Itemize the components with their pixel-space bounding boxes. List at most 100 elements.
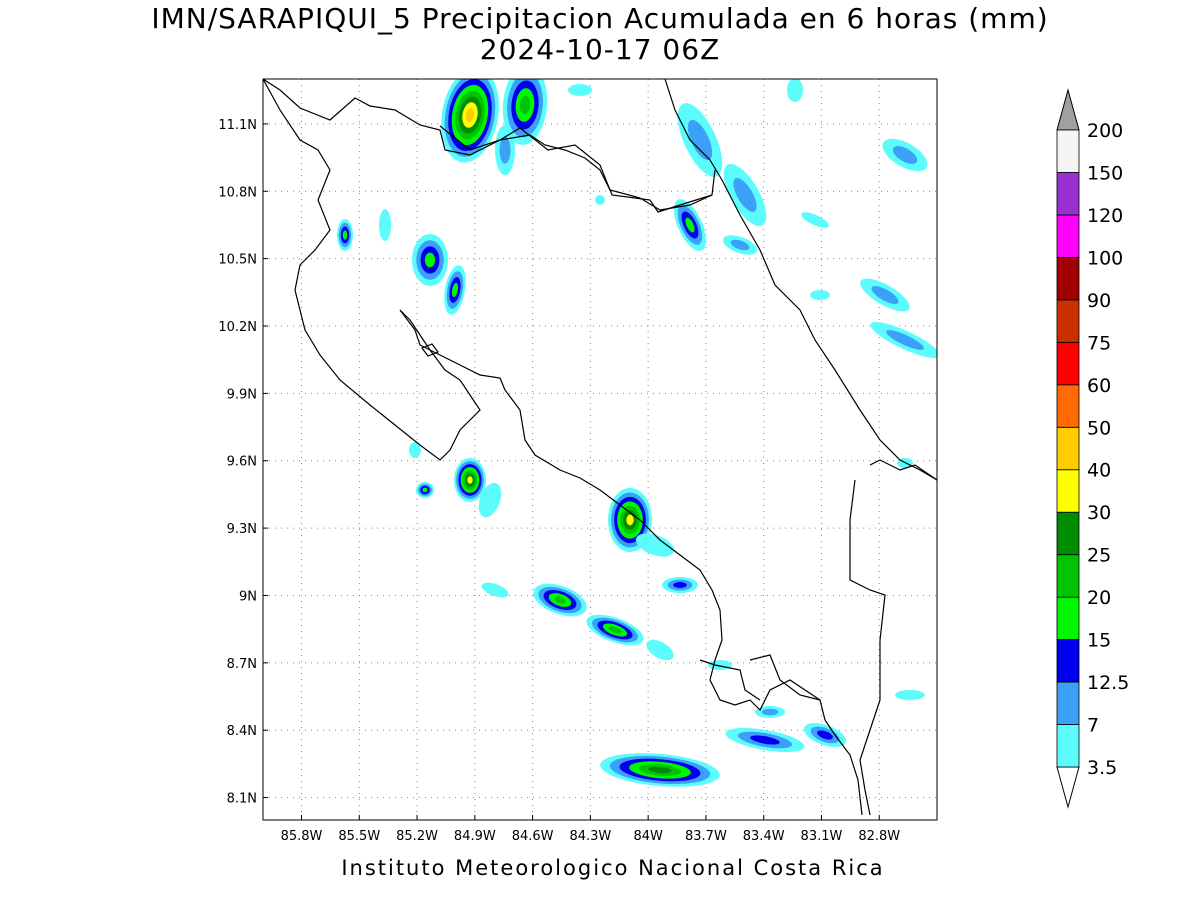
- latitude-labels: 11.1N 10.8N 10.5N 10.2N 9.9N 9.6N 9.3N 9N 8.7N 8.…: [218, 118, 257, 807]
- colorbar-label: 60: [1087, 375, 1111, 397]
- colorbar-swatch: [1056, 299, 1080, 343]
- colorbar-label: 120: [1087, 205, 1123, 227]
- colorbar-label: 20: [1087, 587, 1111, 609]
- colorbar-swatch: [1056, 681, 1080, 725]
- colorbar-label: 150: [1087, 162, 1123, 184]
- precip-contour: [595, 195, 605, 205]
- colorbar-label: 12.5: [1087, 672, 1129, 694]
- colorbar-label: 40: [1087, 460, 1111, 482]
- precip-contour: [787, 79, 803, 102]
- precip-contour: [519, 95, 531, 115]
- lat-tick-label: 11.1N: [218, 118, 257, 133]
- precip-contour: [687, 119, 713, 161]
- map-frame: [262, 78, 938, 821]
- nicaragua-border: [439, 125, 713, 213]
- colorbar-label: 3.5: [1087, 757, 1117, 779]
- precip-contour: [379, 209, 391, 241]
- precip-contour: [626, 514, 634, 526]
- lat-tick-label: 8.7N: [227, 657, 257, 672]
- colorbar-label: 15: [1087, 630, 1111, 652]
- colorbar-label: 30: [1087, 502, 1111, 524]
- precip-contour: [635, 533, 675, 557]
- colorbar-swatch: [1056, 639, 1080, 683]
- lon-tick-label: 84.9W: [454, 829, 496, 844]
- lon-tick-label: 82.8W: [858, 829, 900, 844]
- lon-tick-label: 85.2W: [396, 829, 438, 844]
- colorbar-label: 90: [1087, 290, 1111, 312]
- precip-contour: [817, 730, 833, 740]
- precip-contour: [424, 252, 436, 268]
- bocas-coast: [869, 459, 937, 481]
- colorbar-label: 100: [1087, 247, 1123, 269]
- lon-tick-label: 83.4W: [743, 829, 785, 844]
- precip-contour: [646, 639, 674, 661]
- precip-contour: [810, 290, 830, 300]
- lat-tick-label: 9.6N: [227, 455, 257, 470]
- osa-peninsula: [699, 659, 761, 701]
- nicoya-peninsula: [263, 79, 481, 461]
- precip-contour: [886, 330, 924, 350]
- lat-tick-label: 9.9N: [227, 387, 257, 402]
- lat-tick-label: 10.2N: [218, 320, 257, 335]
- precip-contour: [733, 178, 757, 212]
- colorbar-label: 50: [1087, 417, 1111, 439]
- precip-contour: [685, 217, 695, 233]
- precip-contour: [481, 582, 509, 598]
- precip-contour: [422, 487, 428, 493]
- lon-tick-label: 84W: [633, 829, 663, 844]
- lat-tick-label: 10.5N: [218, 253, 257, 268]
- colorbar-swatch: [1056, 724, 1080, 768]
- lon-tick-label: 85.8W: [281, 829, 323, 844]
- precip-contour: [478, 482, 502, 518]
- precip-contour: [499, 136, 511, 164]
- lat-tick-label: 8.1N: [227, 792, 257, 807]
- colorbar-label: 75: [1087, 332, 1111, 354]
- colorbar-swatch: [1056, 341, 1080, 386]
- precip-contour: [465, 108, 475, 122]
- colorbar-top-arrow: [1056, 88, 1080, 131]
- colorbar-swatch: [1056, 172, 1080, 216]
- precip-contour: [673, 582, 687, 588]
- lon-tick-label: 84.3W: [569, 829, 611, 844]
- lat-tick-label: 9N: [239, 589, 257, 604]
- precip-contour: [608, 626, 622, 634]
- coastline: [263, 79, 937, 816]
- colorbar-label: 7: [1087, 715, 1099, 737]
- colorbar-label: 200: [1087, 120, 1123, 142]
- colorbar-swatch: [1056, 596, 1080, 641]
- precip-contour: [761, 708, 779, 716]
- precip-contour: [467, 476, 473, 484]
- map-grid: [263, 79, 937, 820]
- map-subtitle-date: 2024-10-17 06Z: [479, 33, 721, 66]
- credit-text: Instituto Meteorologico Nacional Costa R…: [341, 856, 885, 880]
- precip-contour: [451, 282, 459, 298]
- lat-tick-label: 10.8N: [218, 185, 257, 200]
- nicoya-interior-lake: [421, 343, 439, 357]
- precip-contour: [708, 660, 732, 670]
- precip-contour: [750, 735, 780, 745]
- lat-tick-label: 8.4N: [227, 724, 257, 739]
- lon-tick-label: 83.7W: [685, 829, 727, 844]
- precip-contour: [730, 239, 750, 251]
- colorbar: 3.5 7 12.5 15 20 25 30 40 50 60 75 90 100 120 150 200: [1056, 88, 1129, 809]
- lat-tick-label: 9.3N: [227, 522, 257, 537]
- colorbar-swatch: [1056, 214, 1080, 258]
- lon-tick-label: 85.5W: [338, 829, 380, 844]
- burica-peninsula: [849, 479, 886, 816]
- precipitation-field: [337, 79, 937, 787]
- colorbar-swatch: [1056, 384, 1080, 428]
- panama-border: [749, 654, 821, 701]
- precip-contour: [892, 146, 918, 164]
- colorbar-bottom-arrow: [1056, 766, 1080, 809]
- precip-contour: [568, 84, 592, 96]
- precip-contour: [895, 690, 925, 700]
- precip-contour: [409, 442, 421, 458]
- precip-contour: [553, 596, 567, 604]
- caribbean-coast: [664, 79, 937, 481]
- map-title: IMN/SARAPIQUI_5 Precipitacion Acumulada …: [151, 2, 1049, 35]
- colorbar-swatch: [1056, 256, 1080, 301]
- precip-contour: [342, 230, 348, 240]
- colorbar-swatch: [1056, 511, 1080, 556]
- colorbar-swatch: [1056, 469, 1080, 513]
